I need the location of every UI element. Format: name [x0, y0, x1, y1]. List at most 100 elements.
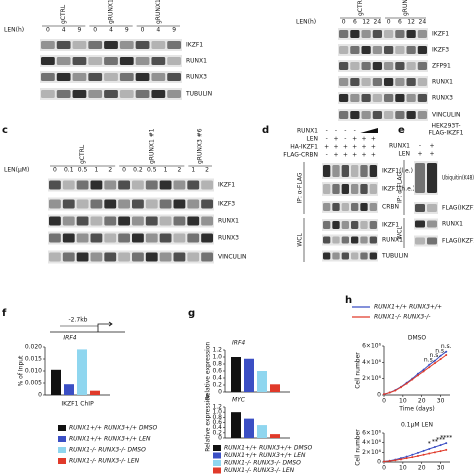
blot-band — [369, 252, 377, 260]
condition-mark: + — [343, 144, 348, 151]
blot-band — [118, 252, 130, 262]
point — [439, 450, 442, 453]
group-label: WCL — [297, 233, 304, 247]
blot-band — [372, 62, 382, 70]
y-tick-label: 4×10⁶ — [362, 359, 381, 366]
point — [416, 372, 419, 375]
y-axis-title: Cell number — [355, 429, 362, 466]
blot-strip — [48, 178, 214, 192]
blot-band — [145, 180, 158, 190]
blot-band — [406, 62, 416, 70]
blot-band — [119, 90, 134, 98]
blot-band — [62, 252, 75, 262]
blot-row-label: IKZF1 — [186, 42, 203, 49]
point — [399, 386, 402, 389]
point — [439, 358, 442, 361]
y-tick-label: 6×10⁶ — [362, 343, 381, 350]
condition-label: LEN(h) — [296, 19, 316, 26]
blot-row-label: RUNX3 — [218, 235, 239, 242]
blot-band — [360, 203, 368, 211]
legend-swatch — [213, 460, 221, 466]
point — [422, 368, 425, 371]
lane-label: 9 — [172, 27, 176, 34]
blot-row-label: IKZF1 — [218, 182, 235, 189]
legend-swatch — [213, 445, 221, 451]
point — [422, 370, 425, 373]
legend-swatch — [213, 467, 221, 474]
blot-band — [384, 94, 394, 102]
blot-band — [323, 165, 331, 177]
blot-band — [351, 252, 359, 260]
annotation: n.s. — [435, 347, 446, 354]
blot-band — [62, 199, 75, 209]
y-tick-label: 0.6 — [212, 419, 222, 426]
blot-band — [201, 252, 213, 262]
blot-band — [341, 221, 349, 229]
blot-band — [88, 41, 103, 49]
lane-label: 0.5 — [147, 167, 157, 174]
blot-band — [417, 111, 427, 119]
blot-band — [167, 57, 181, 65]
blot-band — [384, 46, 394, 54]
point — [383, 393, 385, 396]
blot-band — [104, 90, 118, 98]
blot-row-label: RUNX1 — [432, 79, 453, 86]
annotation: n.s. — [424, 356, 435, 363]
blot-band — [173, 199, 186, 209]
blot-band — [350, 94, 360, 102]
y-tick-label: 0 — [218, 389, 222, 396]
x-tick-label: 30 — [437, 398, 445, 405]
lane-label: 0 — [387, 19, 391, 26]
point — [405, 457, 408, 460]
lane-label: 24 — [374, 19, 382, 26]
legend-label: RUNX1+/+ RUNX3+/+ DMSO — [224, 445, 313, 452]
legend-label: RUNX1-/- RUNX3-/- — [374, 314, 431, 321]
blot-band — [406, 46, 416, 54]
blot-band — [76, 180, 89, 190]
y-tick-label: 6×10⁶ — [362, 430, 381, 437]
series-line — [383, 354, 447, 395]
condition-mark: + — [324, 144, 329, 151]
condition-mark: - — [326, 128, 328, 135]
blot-band — [118, 233, 130, 243]
point — [405, 382, 408, 385]
blot-band — [90, 216, 103, 226]
blot-band — [41, 90, 55, 98]
blot-row-label: CRBN — [382, 204, 399, 211]
blot-band — [135, 73, 150, 81]
blot-band — [159, 216, 172, 226]
blot-band — [323, 203, 331, 211]
bar — [270, 434, 280, 438]
blot-band — [72, 57, 87, 65]
x-tick-label: 10 — [399, 465, 407, 472]
blot-band — [384, 78, 394, 86]
blot-band — [427, 204, 437, 212]
blot-band — [173, 252, 186, 262]
condition-mark: + — [333, 144, 338, 151]
group-label: WCL — [397, 226, 404, 240]
blot-band — [384, 111, 394, 119]
y-tick-label: 2×10⁶ — [362, 449, 381, 456]
blot-strip — [338, 28, 428, 40]
blot-band — [201, 233, 213, 243]
blot-row-label: IKZF3 — [432, 47, 449, 54]
blot-band — [360, 184, 368, 194]
bar — [244, 358, 254, 392]
panel-letter: h — [345, 295, 352, 306]
blot-band — [201, 199, 213, 209]
blot-band — [90, 180, 103, 190]
blot-band — [76, 199, 89, 209]
point — [433, 359, 436, 362]
blot-band — [104, 233, 117, 243]
lane-label: 0 — [122, 167, 126, 174]
point — [405, 455, 408, 458]
blot-strip — [338, 109, 428, 121]
blot-band — [49, 216, 61, 226]
annotation: *** — [436, 437, 445, 444]
chart-title: MYC — [232, 397, 246, 404]
blot-band — [332, 184, 340, 194]
blot-band — [72, 41, 87, 49]
lane-label: 0 — [53, 167, 57, 174]
annotation: n.s. — [430, 352, 441, 359]
